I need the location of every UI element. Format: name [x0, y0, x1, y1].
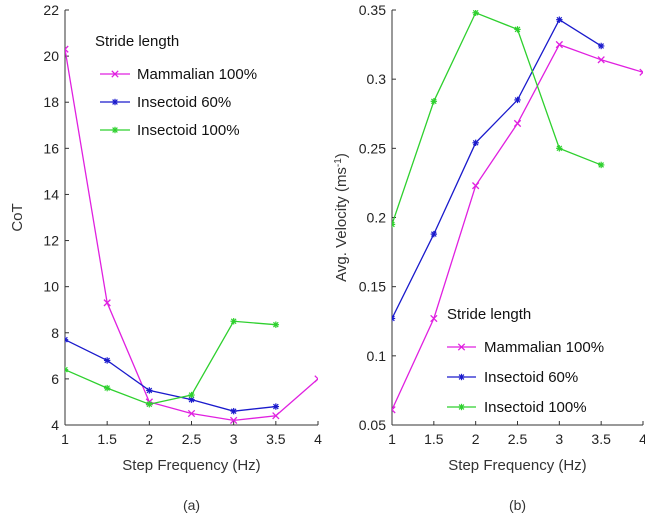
legend-marker — [111, 70, 119, 78]
data-point — [639, 68, 643, 76]
legend: Stride length Mammalian 100% Insectoid 60%… — [447, 306, 604, 416]
y-tick-label: 8 — [51, 325, 59, 341]
series-line-3 — [392, 11, 602, 225]
data-point — [187, 409, 196, 418]
legend-marker — [111, 98, 119, 106]
y-tick-label: 20 — [43, 48, 59, 64]
y-tick-label: 0.3 — [367, 71, 387, 87]
panel-a: 4 6 8 10 12 14 16 18 20 22 1 1.5 2 2.5 3 3.5 4 Step Frequ… — [9, 2, 322, 513]
y-tick-label: 22 — [43, 2, 59, 18]
data-point — [314, 375, 318, 383]
panel-b: 0.05 0.1 0.15 0.2 0.25 0.3 0.35 1 1.5 2 2.5 3 3.5 4 St… — [333, 2, 645, 513]
data-point — [392, 406, 396, 414]
data-point — [513, 119, 522, 128]
y-tick-label: 16 — [43, 140, 59, 156]
data-point — [230, 318, 237, 325]
y-tick-label: 0.35 — [359, 2, 386, 18]
data-point — [65, 366, 69, 373]
data-point — [272, 403, 280, 410]
legend-marker — [457, 343, 466, 351]
data-point — [230, 407, 237, 415]
data-point — [597, 56, 605, 64]
legend-marker — [111, 126, 119, 134]
y-tick-label: 18 — [43, 94, 59, 110]
panel-caption: (a) — [183, 497, 200, 513]
legend-entry: Insectoid 100% — [484, 399, 587, 416]
legend-entry: Mammalian 100% — [137, 66, 257, 83]
data-point — [556, 16, 563, 23]
x-tick-label: 1 — [388, 431, 396, 447]
data-point — [430, 314, 438, 323]
legend-entry: Mammalian 100% — [484, 339, 604, 356]
x-tick-label: 1.5 — [97, 431, 117, 447]
legend-entry: Insectoid 100% — [137, 122, 240, 139]
series-line-2 — [392, 18, 602, 319]
x-axis-label: Step Frequency (Hz) — [448, 457, 586, 474]
series-line-3 — [65, 320, 276, 405]
data-point — [392, 221, 396, 228]
data-point — [514, 96, 521, 104]
legend: Stride length Mammalian 100% Insectoid 60%… — [95, 33, 257, 139]
legend-marker — [458, 373, 465, 381]
data-point — [188, 396, 195, 403]
data-point — [555, 40, 563, 49]
data-point — [430, 230, 438, 238]
y-tick-label: 4 — [51, 417, 59, 433]
x-tick-label: 3 — [230, 431, 238, 447]
data-point — [272, 321, 280, 328]
data-point — [430, 98, 438, 105]
data-point — [230, 416, 238, 425]
x-tick-label: 3.5 — [591, 431, 611, 447]
data-point — [188, 391, 195, 399]
x-axis-label: Step Frequency (Hz) — [122, 457, 260, 474]
data-point — [472, 10, 479, 16]
y-tick-label: 0.2 — [367, 210, 387, 226]
plot-area — [392, 10, 643, 414]
x-tick-label: 2.5 — [508, 431, 528, 447]
data-point — [103, 357, 111, 364]
data-point — [146, 401, 153, 408]
x-tick-label: 1 — [61, 431, 69, 447]
panel-caption: (b) — [509, 497, 526, 513]
x-tick-label: 1.5 — [424, 431, 444, 447]
data-point — [597, 42, 605, 50]
legend-title: Stride length — [95, 33, 179, 50]
plot-area — [65, 45, 318, 425]
y-axis-label: CoT — [9, 203, 26, 231]
legend-marker — [458, 403, 465, 411]
y-tick-label: 12 — [43, 233, 59, 249]
data-point — [472, 139, 479, 146]
data-point — [103, 384, 111, 392]
x-tick-label: 4 — [314, 431, 322, 447]
data-point — [556, 145, 563, 152]
legend-entry: Insectoid 60% — [484, 369, 578, 386]
data-point — [392, 315, 396, 322]
x-tick-label: 3 — [555, 431, 563, 447]
y-tick-label: 10 — [43, 279, 59, 295]
y-tick-label: 0.1 — [367, 348, 387, 364]
data-point — [146, 387, 153, 394]
y-tick-label: 0.15 — [359, 279, 386, 295]
y-tick-label: 14 — [43, 186, 59, 202]
x-tick-label: 4 — [639, 431, 645, 447]
data-point — [514, 26, 521, 33]
legend-entry: Insectoid 60% — [137, 94, 231, 111]
data-point — [272, 412, 280, 420]
legend-title: Stride length — [447, 306, 531, 323]
data-point — [103, 299, 111, 307]
y-axis-label: Avg. Velocity (ms-1) — [333, 153, 351, 282]
data-point — [597, 161, 605, 169]
x-tick-label: 2 — [472, 431, 480, 447]
series-line-2 — [65, 339, 276, 412]
x-tick-label: 2.5 — [182, 431, 202, 447]
y-tick-label: 6 — [51, 371, 59, 387]
y-tick-label: 0.25 — [359, 140, 386, 156]
y-tick-label: 0.05 — [359, 417, 386, 433]
x-tick-label: 3.5 — [266, 431, 286, 447]
data-point — [65, 45, 69, 53]
data-point — [472, 182, 480, 190]
data-point — [65, 336, 69, 343]
x-tick-label: 2 — [145, 431, 153, 447]
